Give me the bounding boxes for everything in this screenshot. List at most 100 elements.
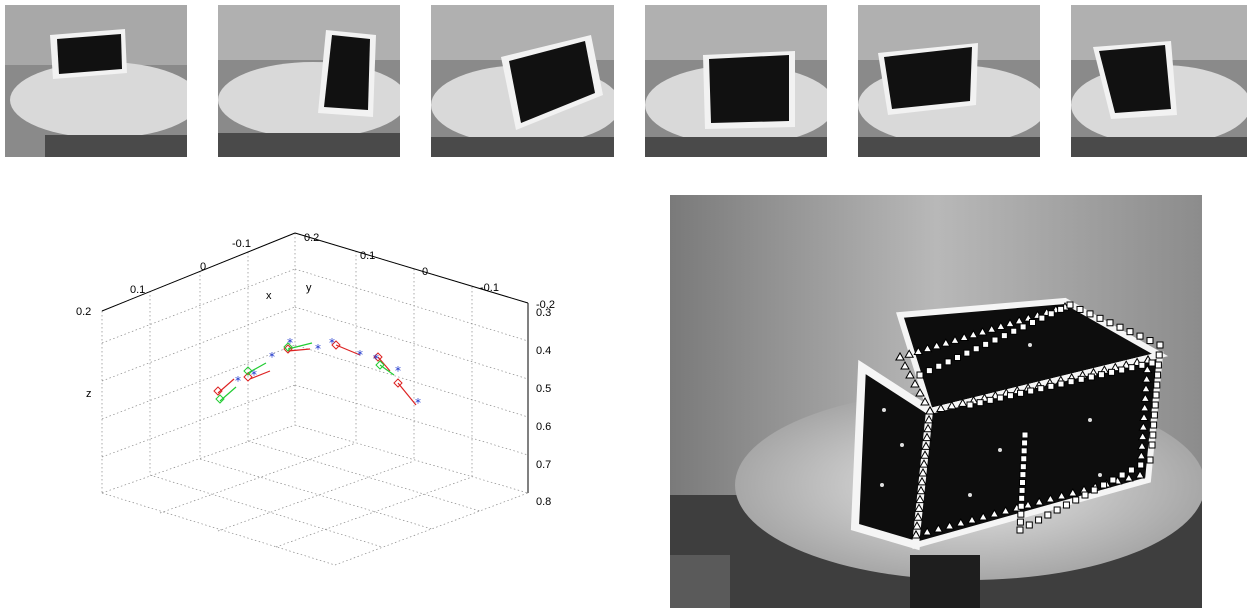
contour-square-marker [1017,510,1025,518]
contour-triangle-marker [957,398,968,407]
z-tick-4: 0.6 [536,421,551,433]
x-tick-1: 0.1 [130,284,145,296]
contour-square-marker [1154,361,1162,369]
contour-square-marker [1150,411,1158,419]
contour-square-marker [1109,476,1117,484]
trajectory-asterisk-marker: * [329,336,335,350]
contour-square-marker [935,362,943,370]
contour-square-marker [1000,332,1008,340]
trajectory-asterisk-marker: * [315,342,321,356]
contour-triangle-marker [995,321,1006,330]
contour-triangle-marker [1141,374,1152,383]
contour-square-marker [1148,441,1156,449]
contour-triangle-marker [915,494,925,504]
contour-triangle-marker [914,503,924,512]
trajectory-asterisk-marker: * [373,352,379,366]
contour-square-marker [954,354,961,361]
trajectory-diamond-marker [243,366,253,376]
contour-triangle-marker [1000,505,1011,515]
trajectory-asterisk-marker: * [269,350,275,364]
contour-triangle-marker [1123,472,1134,482]
contour-square-marker [1116,323,1124,331]
trajectory-asterisk-marker: * [287,336,293,350]
contour-square-marker [1138,361,1146,369]
contour-triangle-marker [913,512,923,521]
contour-square-marker [1081,491,1089,499]
contour-square-marker [1018,494,1026,502]
trajectory-segment [249,370,271,380]
contour-square-marker [1035,516,1043,524]
trajectory-diamond-marker [213,386,223,396]
trajectory-segment [397,382,417,406]
contour-square-marker [1019,323,1027,331]
contour-triangle-marker [931,340,942,350]
contour-triangle-marker [1139,412,1149,421]
z-tick-1: 0.3 [536,307,551,319]
tracked-object-photo [670,195,1202,608]
contour-square-marker [1019,471,1027,479]
contour-triangle-marker [911,529,921,539]
contour-square-marker [1146,456,1154,464]
contour-square-marker [1020,455,1028,463]
contour-square-marker [1019,479,1026,486]
contour-square-marker [1029,319,1036,326]
y-tick-3: 0 [422,266,428,278]
trajectory-asterisk-marker: * [251,368,257,382]
trajectory-segment [287,348,311,352]
contour-triangle-marker [1136,450,1147,460]
contour-triangle-marker [978,511,989,521]
contour-square-marker [976,399,984,407]
contour-square-marker [1087,373,1095,381]
contour-triangle-marker [1067,487,1078,497]
trajectory-asterisk-marker: * [357,348,363,362]
contour-square-marker [1096,314,1104,322]
contour-triangle-marker [1139,402,1150,412]
contour-square-marker [1057,380,1065,388]
contour-square-marker [1037,385,1045,393]
contour-square-marker [1152,391,1160,399]
contour-triangle-marker [895,351,905,361]
plot-axes [101,232,529,493]
contour-square-marker [1153,381,1161,389]
thumbnail-frame-1 [5,5,187,157]
contour-triangle-marker [1140,393,1151,402]
contour-square-marker [1097,371,1105,379]
trajectory-diamond-marker [375,360,385,370]
thumbnail-frame-6 [1071,5,1247,157]
contour-square-marker [1127,466,1135,474]
z-tick-2: 0.4 [536,345,551,357]
contour-square-marker [1076,305,1084,313]
contour-triangle-marker [1138,422,1149,431]
contour-square-marker [991,336,999,344]
contour-triangle-marker [1045,493,1056,503]
trajectory-asterisk-marker: * [415,396,421,410]
contour-square-marker [1027,387,1035,395]
contour-square-marker [1006,392,1014,400]
contour-triangle-marker [919,459,929,468]
contour-triangle-marker [917,476,927,486]
contour-square-marker [963,349,971,357]
contour-square-marker [1128,364,1136,372]
contour-square-marker [1047,382,1055,390]
contour-square-marker [986,396,994,404]
x-tick-4: 0.2 [76,306,91,318]
contour-triangle-marker [916,485,926,495]
x-axis-label: x [266,290,272,302]
contour-triangle-marker [977,326,988,336]
contour-triangle-marker [967,514,977,524]
contour-triangle-marker [959,332,970,342]
trajectory-marks: * * * * * * * * * * [213,336,421,410]
contour-square-marker [1118,366,1126,374]
contour-square-marker [1077,375,1085,383]
contour-triangle-marker [1034,496,1045,506]
contour-triangle-marker [920,450,930,459]
contour-square-marker [1149,431,1157,439]
thumbnail-frame-4 [645,5,827,157]
contour-square-marker [1021,431,1029,439]
y-tick-1: 0.2 [304,232,319,244]
x-tick-3: -0.1 [232,238,251,250]
contour-triangle-marker [921,441,931,450]
contour-triangle-marker [968,329,979,339]
contour-triangle-marker [936,403,946,412]
trajectory-diamond-marker [215,394,225,404]
